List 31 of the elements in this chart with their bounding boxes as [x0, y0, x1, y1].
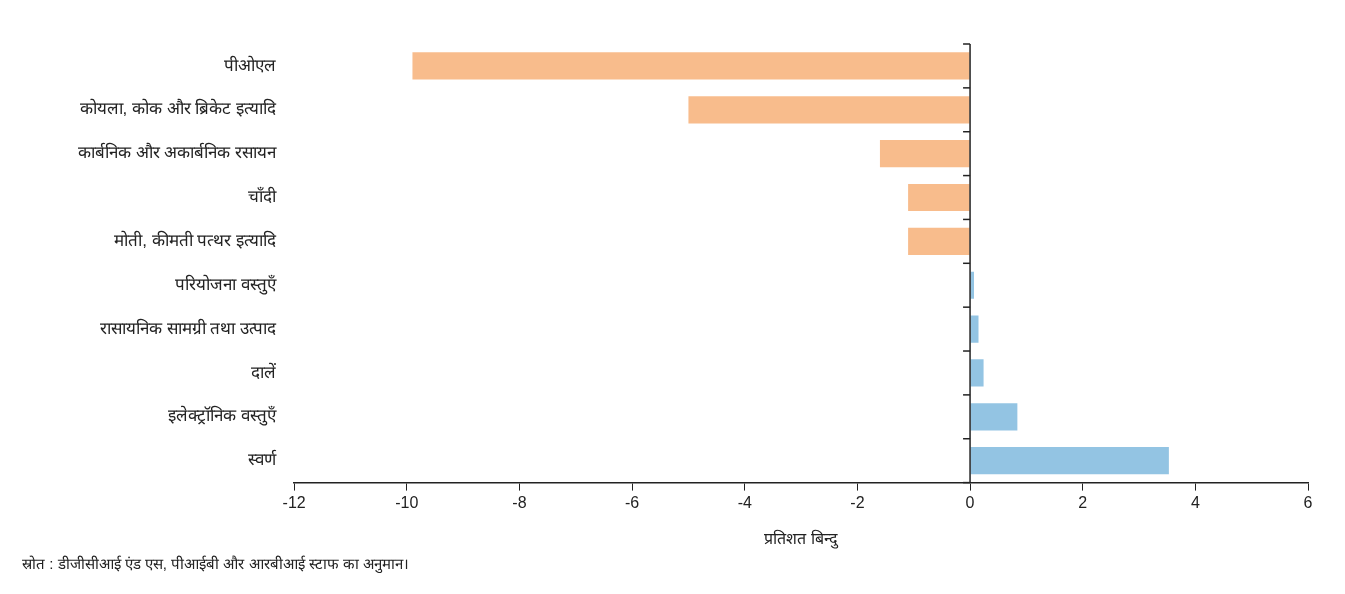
bar: [970, 403, 1018, 431]
y-tick-label: इलेक्ट्रॉनिक वस्तुएँ: [168, 405, 278, 427]
bar: [970, 315, 979, 343]
text: स्रोत : डीजीसीआई एंड एस, पीआईबी और आरबीआई स्टाफ का अनुमान।: [21, 554, 410, 573]
y-tick-label: चाँदी: [248, 186, 278, 207]
x-tick-label: -4: [737, 493, 752, 511]
y-tick-label: पीओएल: [224, 54, 277, 75]
x-tick-label: -8: [512, 493, 527, 511]
x-axis-title: प्रतिशत बिन्दु: [764, 528, 839, 549]
bar: [970, 359, 984, 387]
y-tick-label: कार्बनिक और अकार्बनिक रसायन: [78, 142, 278, 163]
bar: [879, 140, 970, 168]
bar: [908, 227, 970, 255]
y-tick-label: दालें: [251, 361, 277, 382]
bar: [908, 183, 970, 212]
x-tick-label: 2: [1078, 493, 1088, 511]
bar: [412, 52, 970, 80]
y-tick-label: मोती, कीमती पत्थर इत्यादि: [114, 230, 278, 251]
x-tick-label: -2: [850, 493, 865, 511]
x-tick-label: -6: [625, 493, 640, 511]
x-tick-label: 0: [965, 493, 975, 511]
bar: [688, 96, 970, 124]
x-tick-label: 4: [1190, 493, 1200, 511]
x-tick-label: -12: [282, 493, 306, 511]
y-tick-label: परियोजना वस्तुएँ: [175, 273, 278, 295]
bar: [970, 447, 1169, 475]
y-tick-label: कोयला, कोक और ब्रिकेट इत्यादि: [79, 98, 278, 119]
x-tick-label: -10: [395, 493, 419, 511]
y-tick-label: स्वर्ण: [248, 449, 278, 470]
x-tick-label: 6: [1303, 493, 1313, 511]
y-tick-label: रासायनिक सामग्री तथा उत्पाद: [100, 317, 278, 338]
